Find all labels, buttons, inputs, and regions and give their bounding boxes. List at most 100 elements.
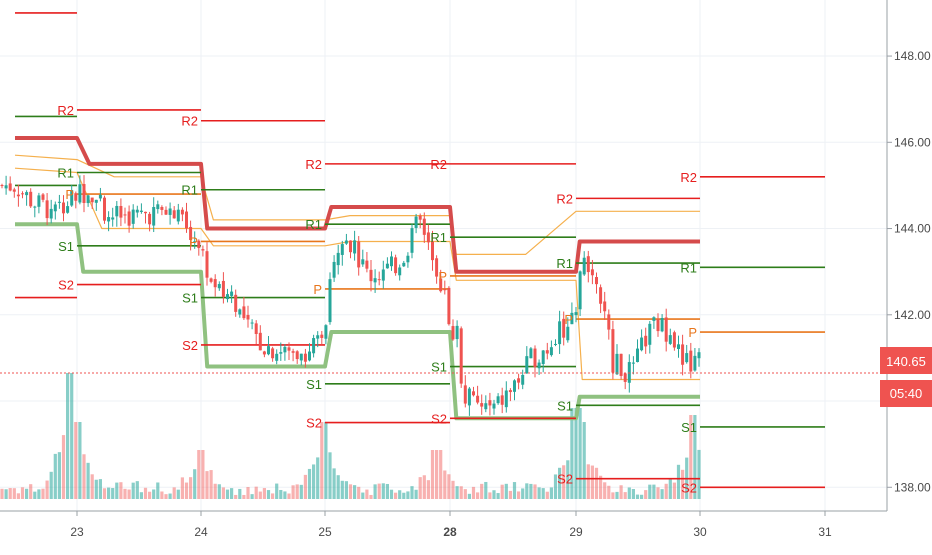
candle-body — [406, 255, 410, 263]
candle-body — [619, 353, 623, 376]
candle-body — [299, 353, 303, 361]
volume-bar — [189, 477, 193, 499]
candle-body — [29, 191, 33, 207]
candle-body — [644, 335, 648, 347]
candle-body — [385, 263, 389, 269]
candle-body — [8, 183, 12, 191]
volume-bar — [94, 479, 98, 499]
volume-bar — [86, 462, 90, 499]
candle-body — [668, 335, 672, 344]
volume-bar — [529, 483, 533, 499]
candle-body — [49, 208, 53, 219]
volume-bar — [271, 493, 275, 499]
candle-body — [119, 205, 123, 218]
candle-body — [504, 390, 508, 408]
volume-bar — [578, 408, 582, 499]
volume-bar — [230, 488, 234, 499]
candle-layer — [0, 175, 701, 416]
grid-layer — [0, 0, 887, 511]
volume-bar — [258, 491, 262, 499]
volume-bar — [217, 484, 221, 499]
candle-body — [230, 291, 234, 296]
candle-body — [595, 277, 598, 285]
volume-bar — [320, 422, 324, 499]
candle-body — [418, 215, 422, 220]
candle-body — [517, 378, 521, 383]
candle-body — [463, 385, 467, 404]
volume-bar — [275, 483, 279, 499]
candle-body — [250, 322, 254, 324]
candle-body — [344, 240, 348, 244]
thick-support-line — [15, 222, 700, 421]
volume-bar — [471, 486, 476, 499]
candle-body — [484, 403, 488, 410]
volume-bar — [160, 491, 164, 499]
candle-body — [439, 278, 443, 292]
candle-body — [611, 329, 615, 373]
candle-body — [168, 208, 172, 215]
candle-body — [361, 259, 365, 265]
volume-bar — [533, 484, 537, 499]
band-line — [14, 167, 700, 381]
volume-bar — [361, 492, 365, 499]
volume-bar — [697, 449, 701, 499]
candle-body — [262, 351, 266, 355]
volume-bar — [668, 479, 672, 499]
candle-body — [435, 258, 439, 277]
volume-bar — [12, 488, 16, 499]
volume-bar — [107, 487, 111, 499]
volume-bar — [537, 487, 541, 499]
volume-bar — [414, 489, 418, 499]
candle-body — [681, 344, 685, 365]
candle-body — [545, 350, 549, 354]
volume-bar — [402, 492, 406, 499]
candle-body — [353, 240, 357, 254]
candle-body — [615, 353, 619, 375]
candle-body — [672, 332, 676, 348]
level-label-layer: R2 R1 P S1 S2 R2 R1 P S1 S2 R2 R1 P S1 S2 R2 R1 P S1 S2 R2 R1… — [57, 103, 697, 495]
pivot-p-label: P — [564, 312, 573, 327]
candle-body — [640, 337, 644, 351]
candle-body — [267, 346, 270, 355]
volume-bar — [131, 482, 135, 499]
x-tick-label: 31 — [818, 525, 832, 539]
volume-bar — [582, 422, 586, 499]
volume-bar — [287, 493, 291, 499]
volume-bar — [693, 415, 697, 499]
volume-bar — [590, 465, 594, 499]
candle-body — [308, 351, 311, 361]
candle-body — [131, 209, 135, 224]
candle-body — [582, 257, 586, 275]
volume-bar — [480, 483, 484, 499]
volume-bar — [250, 494, 254, 499]
candle-body — [144, 211, 147, 214]
candle-body — [254, 323, 258, 335]
x-tick-label: 25 — [318, 525, 332, 539]
candle-body — [521, 374, 525, 385]
volume-bar — [66, 373, 70, 499]
candle-body — [377, 279, 381, 281]
volume-bar — [377, 483, 381, 499]
volume-bar — [623, 492, 627, 499]
volume-bar — [426, 480, 430, 499]
candle-body — [394, 257, 398, 274]
candle-body — [627, 362, 631, 383]
volume-bar — [640, 494, 644, 499]
candle-body — [656, 319, 660, 332]
candle-body — [410, 228, 414, 253]
candle-body — [324, 325, 328, 339]
volume-bar — [521, 488, 525, 499]
candle-body — [226, 294, 229, 300]
volume-bar — [8, 488, 12, 499]
candle-body — [689, 350, 693, 372]
volume-bar — [443, 470, 447, 499]
candle-body — [496, 396, 500, 404]
candle-body — [623, 373, 627, 382]
candle-body — [340, 244, 344, 255]
pivot-s2-label: S2 — [182, 338, 198, 353]
pivot-s1-label: S1 — [306, 377, 322, 392]
candle-body — [12, 189, 16, 192]
candle-body — [554, 343, 557, 345]
